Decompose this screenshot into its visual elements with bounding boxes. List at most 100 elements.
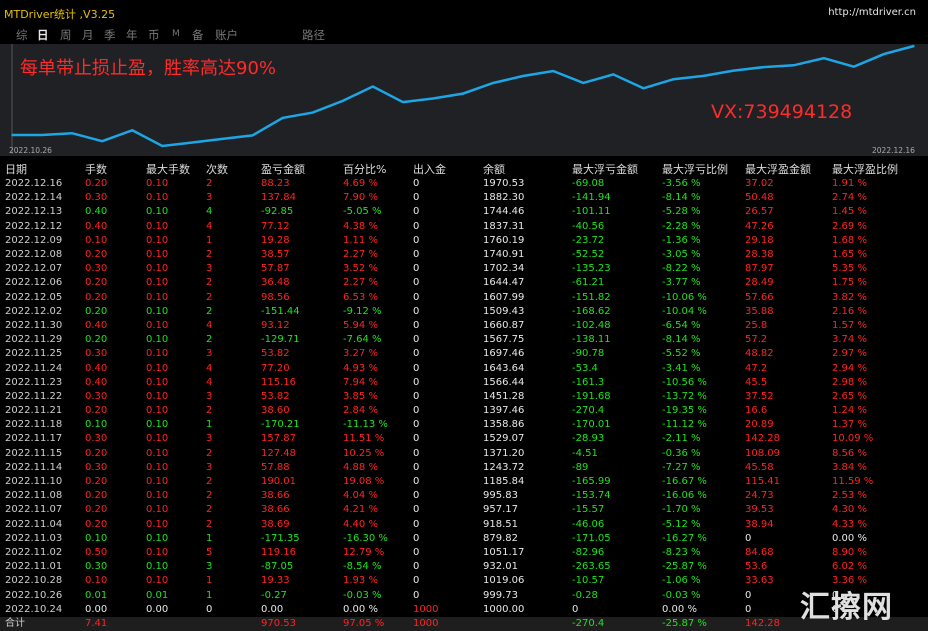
column-header[interactable]: 最大浮盈金额 (745, 162, 811, 176)
table-cell: 2022.11.04 (5, 518, 63, 530)
table-cell: 6.53 % (343, 291, 378, 303)
table-row[interactable]: 2022.11.21 0.20 0.10 2 38.60 2.84 % 0 1397.46 -2… (0, 404, 928, 418)
table-row[interactable]: 2022.11.02 0.50 0.10 5 119.16 12.79 % 0 1051.17… (0, 546, 928, 560)
table-row[interactable]: 2022.12.13 0.40 0.10 4 -92.85 -5.05 % 0 1744.46… (0, 205, 928, 219)
table-row[interactable]: 2022.11.23 0.40 0.10 4 115.16 7.94 % 0 1566.44 -… (0, 376, 928, 390)
table-cell: 1.68 % (832, 234, 867, 246)
table-row[interactable]: 2022.11.17 0.30 0.10 3 157.87 11.51 % 0 1529.07… (0, 432, 928, 446)
table-row[interactable]: 2022.11.24 0.40 0.10 4 77.20 4.93 % 0 1643.64 -5… (0, 361, 928, 375)
table-cell: 2 (206, 447, 213, 459)
website-link[interactable]: http://mtdriver.cn (828, 7, 916, 18)
table-row[interactable]: 2022.12.16 0.20 0.10 2 88.23 4.69 % 0 1970.53 -6… (0, 177, 928, 191)
column-header[interactable]: 最大手数 (146, 162, 190, 176)
table-row[interactable]: 2022.11.25 0.30 0.10 3 53.82 3.27 % 0 1697.46 -9… (0, 347, 928, 361)
tab-overview[interactable]: 综 (16, 28, 28, 42)
column-header[interactable]: 日期 (5, 162, 27, 176)
table-cell: 0 (413, 192, 420, 204)
table-row[interactable]: 2022.12.07 0.30 0.10 3 57.87 3.52 % 0 1702.34 -1… (0, 262, 928, 276)
table-row[interactable]: 2022.11.01 0.30 0.10 3 -87.05 -8.54 % 0 932.01 -… (0, 560, 928, 574)
tab-path[interactable]: 路径 (302, 28, 325, 42)
table-row[interactable]: 2022.12.08 0.20 0.10 2 38.57 2.27 % 0 1740.91 -5… (0, 248, 928, 262)
table-row[interactable]: 2022.11.04 0.20 0.10 2 38.69 4.40 % 0 918.51 -46… (0, 518, 928, 532)
table-cell: 8.90 % (832, 546, 867, 558)
table-cell: 0.10 (146, 234, 169, 246)
table-cell: 2022.11.17 (5, 433, 63, 445)
tab-monthly[interactable]: 月 (82, 28, 94, 42)
column-header[interactable]: 余额 (483, 162, 505, 176)
tab-account[interactable]: 账户 (215, 28, 238, 42)
table-row[interactable]: 2022.11.08 0.20 0.10 2 38.66 4.04 % 0 995.83 -15… (0, 489, 928, 503)
column-header[interactable]: 最大浮亏金额 (572, 162, 638, 176)
table-cell: 0.10 (146, 206, 169, 218)
period-tabs: 综 日 周 月 季 年 币 M 备 账户 路径 (0, 24, 928, 44)
column-header[interactable]: 手数 (85, 162, 107, 176)
column-header[interactable]: 百分比% (343, 162, 387, 176)
table-cell: -15.57 (572, 504, 605, 516)
table-row[interactable]: 2022.10.26 0.01 0.01 1 -0.27 -0.03 % 0 999.73 -0… (0, 588, 928, 602)
table-cell: 0 (413, 419, 420, 431)
table-cell: 0 (413, 206, 420, 218)
table-cell: -191.68 (572, 390, 611, 402)
table-row[interactable]: 2022.11.18 0.10 0.10 1 -170.21 -11.13 % 0 1358.… (0, 418, 928, 432)
table-cell: 48.82 (745, 348, 774, 360)
table-cell: 0.10 (146, 291, 169, 303)
table-header-row: 日期 手数 最大手数 次数 盈亏金额 百分比% 出入金 余额 最大浮亏金额 最大浮亏比例 最大浮盈金… (0, 160, 928, 177)
table-cell: -5.28 % (662, 206, 701, 218)
table-cell: 0.10 (146, 490, 169, 502)
tab-m[interactable]: M (172, 29, 180, 39)
table-cell: 1 (206, 234, 213, 246)
column-header[interactable]: 最大浮盈比例 (832, 162, 898, 176)
total-cell: 7.41 (80, 616, 141, 631)
table-cell: 2.53 % (832, 490, 867, 502)
equity-point (552, 70, 554, 72)
table-cell: 2022.11.10 (5, 476, 63, 488)
table-row[interactable]: 2022.11.03 0.10 0.10 1 -171.35 -16.30 % 0 879.8… (0, 532, 928, 546)
table-cell: 0 (413, 575, 420, 587)
table-cell: 0.30 (85, 348, 108, 360)
column-header[interactable]: 出入金 (413, 162, 446, 176)
equity-point (131, 129, 134, 132)
table-cell: 918.51 (483, 518, 518, 530)
table-cell: 3 (206, 561, 213, 573)
column-header[interactable]: 盈亏金额 (261, 162, 305, 176)
table-row[interactable]: 2022.12.12 0.40 0.10 4 77.12 4.38 % 0 1837.31 -4… (0, 220, 928, 234)
table-cell: 38.94 (745, 518, 774, 530)
table-row[interactable]: 2022.12.09 0.10 0.10 1 19.28 1.11 % 0 1760.19 -2… (0, 234, 928, 248)
table-row[interactable]: 2022.10.24 0.00 0.00 0 0.00 0.00 % 1000 1000.00… (0, 603, 928, 617)
table-row[interactable]: 2022.12.05 0.20 0.10 2 98.56 6.53 % 0 1607.99 -1… (0, 291, 928, 305)
table-row[interactable]: 2022.11.07 0.20 0.10 2 38.66 4.21 % 0 957.17 -15… (0, 503, 928, 517)
table-row[interactable]: 2022.12.02 0.20 0.10 2 -151.44 -9.12 % 0 1509.4… (0, 305, 928, 319)
table-row[interactable]: 2022.12.14 0.30 0.10 3 137.84 7.90 % 0 1882.30 -… (0, 191, 928, 205)
table-cell: 0 (413, 376, 420, 388)
equity-point (492, 82, 494, 84)
table-cell: 0 (413, 405, 420, 417)
table-row[interactable]: 2022.11.10 0.20 0.10 2 190.01 19.08 % 0 1185.84… (0, 475, 928, 489)
table-row[interactable]: 2022.11.22 0.30 0.10 3 53.82 3.85 % 0 1451.28 -1… (0, 390, 928, 404)
tab-yearly[interactable]: 年 (126, 28, 138, 42)
table-row[interactable]: 2022.10.28 0.10 0.10 1 19.33 1.93 % 0 1019.06 -1… (0, 574, 928, 588)
table-cell: 0.10 (146, 277, 169, 289)
column-header[interactable]: 次数 (206, 162, 228, 176)
table-cell: 4.30 % (832, 504, 867, 516)
table-cell: 0.20 (85, 178, 108, 190)
tab-weekly[interactable]: 周 (60, 28, 72, 42)
tab-notes[interactable]: 备 (192, 28, 204, 42)
table-cell: 57.2 (745, 334, 768, 346)
table-row[interactable]: 2022.11.29 0.20 0.10 2 -129.71 -7.64 % 0 1567.7… (0, 333, 928, 347)
table-cell: -53.4 (572, 362, 598, 374)
table-row[interactable]: 2022.11.30 0.40 0.10 4 93.12 5.94 % 0 1660.87 -1… (0, 319, 928, 333)
tab-currency[interactable]: 币 (148, 28, 160, 42)
table-row[interactable]: 2022.11.15 0.20 0.10 2 127.48 10.25 % 0 1371.20… (0, 447, 928, 461)
table-cell: 2022.12.12 (5, 220, 63, 232)
column-header[interactable]: 最大浮亏比例 (662, 162, 728, 176)
watermark-logo: 汇擦网 (800, 590, 893, 625)
table-cell: 0.01 (146, 589, 169, 601)
table-cell: 1697.46 (483, 348, 525, 360)
tab-quarterly[interactable]: 季 (104, 28, 116, 42)
table-cell: 1 (206, 575, 213, 587)
tab-daily[interactable]: 日 (37, 28, 49, 42)
table-row[interactable]: 2022.11.14 0.30 0.10 3 57.88 4.88 % 0 1243.72 -8… (0, 461, 928, 475)
table-row[interactable]: 2022.12.06 0.20 0.10 2 36.48 2.27 % 0 1644.47 -6… (0, 276, 928, 290)
table-cell: 16.6 (745, 405, 768, 417)
table-cell: -171.05 (572, 532, 611, 544)
